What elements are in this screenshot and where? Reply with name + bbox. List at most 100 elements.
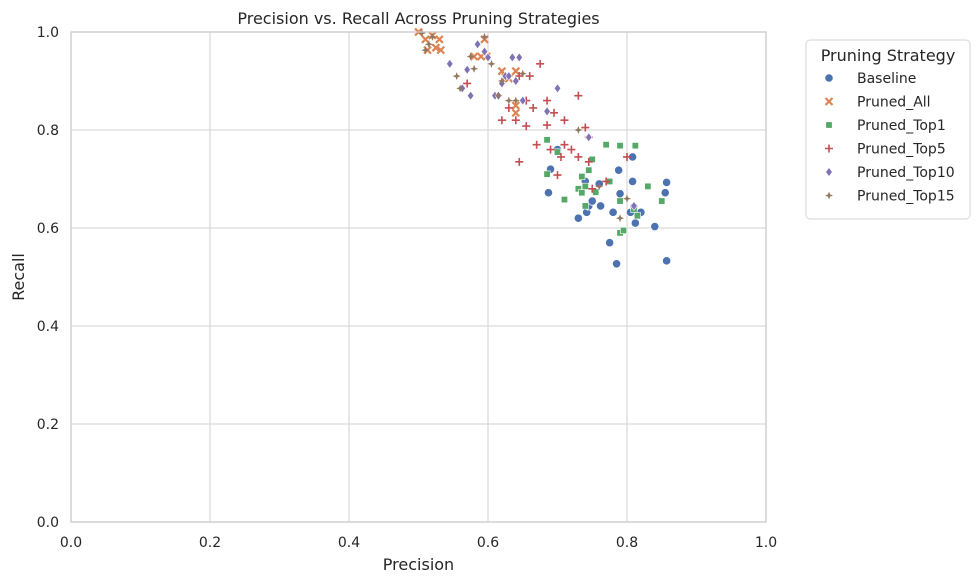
series-pruned-top1	[543, 136, 666, 237]
legend-label: Pruned_Top15	[857, 189, 955, 205]
data-point	[658, 197, 666, 205]
data-point	[623, 152, 631, 161]
data-point	[532, 140, 541, 149]
data-point	[525, 72, 534, 81]
data-point	[466, 52, 475, 61]
data-point	[515, 157, 524, 166]
data-point	[463, 64, 471, 75]
data-point	[595, 201, 606, 211]
data-point	[446, 58, 454, 69]
data-point	[452, 72, 461, 81]
data-point	[574, 126, 583, 134]
data-point	[421, 46, 430, 55]
data-point	[662, 177, 672, 188]
data-point	[581, 182, 589, 190]
data-point	[466, 90, 475, 101]
data-point	[553, 83, 562, 94]
y-tick-label: 0.4	[37, 319, 59, 335]
legend-marker	[825, 191, 833, 200]
legend-label: Pruned_All	[857, 95, 931, 111]
legend-item: Pruned_Top1	[825, 118, 946, 134]
data-point	[587, 196, 597, 206]
series-baseline	[543, 145, 672, 269]
data-point	[463, 79, 472, 88]
data-point	[556, 152, 565, 161]
data-point	[436, 45, 446, 55]
data-point	[504, 103, 513, 112]
series-pruned-top5	[463, 59, 631, 193]
x-tick-label: 1.0	[755, 535, 777, 551]
data-point	[519, 95, 527, 106]
data-point	[543, 121, 552, 130]
data-point	[578, 173, 586, 181]
data-point	[428, 32, 437, 41]
data-point	[623, 194, 631, 203]
series-pruned-top15	[417, 28, 631, 223]
data-points	[414, 27, 672, 269]
x-tick-label: 0.2	[199, 535, 221, 551]
data-point	[644, 182, 652, 190]
data-point	[511, 116, 520, 125]
data-point	[616, 197, 624, 205]
data-point	[529, 103, 538, 112]
y-tick-label: 0.0	[37, 515, 59, 531]
data-point	[616, 214, 625, 223]
x-tick-label: 0.6	[477, 535, 499, 551]
data-point	[585, 132, 593, 143]
legend: Pruning Strategy Baseline Pruned_All Prune…	[805, 39, 971, 220]
legend-item: Pruned_Top15	[825, 189, 955, 205]
data-point	[515, 52, 523, 63]
data-point	[515, 72, 524, 81]
data-point	[608, 207, 618, 217]
data-point	[431, 43, 441, 52]
data-point	[611, 259, 622, 269]
data-point	[553, 148, 561, 156]
data-point	[484, 52, 492, 63]
legend-marker	[824, 73, 834, 83]
data-point	[574, 152, 583, 161]
data-point	[633, 212, 641, 220]
x-axis-title: Precision	[383, 555, 454, 574]
data-point	[543, 136, 551, 144]
data-point	[494, 91, 503, 100]
x-tick-label: 0.0	[60, 535, 82, 551]
data-point	[584, 157, 593, 166]
data-point	[560, 116, 569, 125]
data-point	[511, 101, 521, 110]
legend-marker	[825, 121, 833, 129]
y-tick-label: 1.0	[37, 25, 59, 41]
y-tick-labels: 0.0 0.2 0.4 0.6 0.8 1.0	[37, 25, 59, 531]
data-point	[546, 145, 555, 154]
data-point	[473, 39, 482, 50]
data-point	[662, 256, 672, 266]
data-point	[424, 40, 433, 49]
data-point	[417, 28, 426, 37]
legend-label: Baseline	[857, 71, 916, 87]
data-point	[581, 123, 590, 132]
data-point	[595, 182, 604, 191]
data-point	[620, 226, 628, 234]
legend-label: Pruned_Top5	[857, 142, 946, 158]
x-tick-label: 0.8	[616, 535, 638, 551]
legend-item: Pruned_All	[824, 95, 931, 111]
data-point	[522, 122, 531, 131]
data-point	[480, 46, 489, 57]
legend-marker	[825, 166, 833, 178]
data-point	[588, 184, 597, 193]
legend-item: Pruned_Top10	[825, 165, 955, 181]
data-point	[508, 52, 516, 63]
data-point	[660, 188, 670, 198]
data-point	[511, 96, 520, 105]
data-point	[543, 170, 551, 178]
data-point	[560, 140, 569, 149]
data-point	[480, 32, 489, 41]
y-tick-label: 0.2	[37, 417, 59, 433]
data-point	[573, 213, 583, 223]
data-point	[650, 221, 660, 232]
data-point	[512, 75, 520, 87]
data-point	[602, 177, 611, 186]
legend-item: Baseline	[824, 71, 916, 87]
chart-title: Precision vs. Recall Across Pruning Stra…	[237, 9, 599, 28]
